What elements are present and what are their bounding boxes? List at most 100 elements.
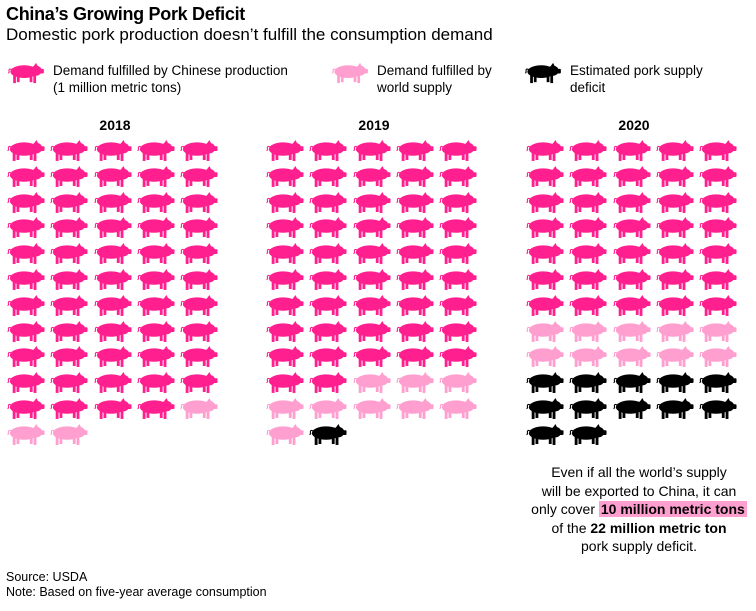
legend-label: Demand fulfilled by Chinese production bbox=[53, 63, 288, 78]
pig-icon-world-supply bbox=[526, 320, 564, 343]
pig-icon-chinese-production bbox=[353, 165, 391, 188]
pig-icon-chinese-production bbox=[309, 294, 347, 317]
pig-icon-chinese-production bbox=[309, 242, 347, 265]
pig-icon-chinese-production bbox=[396, 268, 434, 291]
pig-icon-deficit bbox=[613, 397, 651, 420]
pig-icon-chinese-production bbox=[353, 191, 391, 214]
pig-icon-chinese-production bbox=[309, 345, 347, 368]
pig-icon-world-supply bbox=[7, 423, 45, 446]
pig-icon-chinese-production bbox=[613, 242, 651, 265]
pig-icon-chinese-production bbox=[180, 268, 218, 291]
pig-icon-chinese-production bbox=[309, 371, 347, 394]
pig-icon-chinese-production bbox=[656, 165, 694, 188]
pig-icon-chinese-production bbox=[266, 139, 304, 162]
legend-item-chinese-production: Demand fulfilled by Chinese production (1… bbox=[7, 62, 288, 96]
pig-icon-chinese-production bbox=[50, 165, 88, 188]
pig-icon-chinese-production bbox=[439, 139, 477, 162]
pig-icon-chinese-production bbox=[180, 191, 218, 214]
chart-title: China’s Growing Pork Deficit bbox=[6, 4, 245, 24]
pig-icon-chinese-production bbox=[396, 191, 434, 214]
pig-icon-chinese-production bbox=[613, 139, 651, 162]
legend-item-world-supply: Demand fulfilled by world supply bbox=[331, 62, 492, 96]
pig-icon-chinese-production bbox=[569, 268, 607, 291]
pig-icon bbox=[524, 62, 562, 84]
pig-icon-chinese-production bbox=[396, 242, 434, 265]
pig-icon-chinese-production bbox=[439, 345, 477, 368]
pig-icon-chinese-production bbox=[699, 216, 737, 239]
pig-icon-world-supply bbox=[699, 345, 737, 368]
pig-icon-chinese-production bbox=[699, 242, 737, 265]
pig-icon-chinese-production bbox=[656, 242, 694, 265]
pig-icon-chinese-production bbox=[396, 345, 434, 368]
pig-icon-world-supply bbox=[353, 371, 391, 394]
pig-icon-chinese-production bbox=[94, 165, 132, 188]
pig-icon-chinese-production bbox=[137, 242, 175, 265]
pig-icon-deficit bbox=[699, 397, 737, 420]
pig-icon-chinese-production bbox=[526, 165, 564, 188]
pig-icon-chinese-production bbox=[353, 320, 391, 343]
pig-icon-chinese-production bbox=[266, 294, 304, 317]
pig-icon-chinese-production bbox=[94, 268, 132, 291]
pig-icon-world-supply bbox=[656, 320, 694, 343]
pig-icon-chinese-production bbox=[50, 371, 88, 394]
legend-label: deficit bbox=[570, 80, 606, 95]
pig-icon-chinese-production bbox=[7, 139, 45, 162]
annotation-bold: 22 million metric ton bbox=[590, 519, 727, 536]
pig-icon-chinese-production bbox=[613, 191, 651, 214]
pig-icon-chinese-production bbox=[699, 294, 737, 317]
year-label-2020: 2020 bbox=[618, 117, 650, 133]
pig-icon-world-supply bbox=[309, 397, 347, 420]
legend-label: Estimated pork supply bbox=[570, 63, 703, 78]
pig-icon-chinese-production bbox=[50, 268, 88, 291]
pig-icon-chinese-production bbox=[699, 191, 737, 214]
pig-icon-chinese-production bbox=[137, 320, 175, 343]
pig-icon-chinese-production bbox=[396, 216, 434, 239]
pig-icon-chinese-production bbox=[439, 320, 477, 343]
pig-icon-world-supply bbox=[439, 371, 477, 394]
pig-icon-chinese-production bbox=[569, 191, 607, 214]
annotation-highlight: 10 million metric tons bbox=[598, 501, 747, 517]
pig-icon-chinese-production bbox=[180, 165, 218, 188]
pig-icon-deficit bbox=[613, 371, 651, 394]
pig-icon-chinese-production bbox=[94, 371, 132, 394]
pig-icon-chinese-production bbox=[180, 345, 218, 368]
pig-icon-chinese-production bbox=[699, 165, 737, 188]
annotation-line: will be exported to China, it can bbox=[541, 482, 737, 499]
pig-icon-chinese-production bbox=[180, 320, 218, 343]
pig-icon-chinese-production bbox=[137, 294, 175, 317]
pig-icon bbox=[331, 62, 369, 84]
pig-icon-chinese-production bbox=[526, 216, 564, 239]
pig-icon-chinese-production bbox=[94, 294, 132, 317]
pig-icon-chinese-production bbox=[266, 165, 304, 188]
pig-icon-chinese-production bbox=[613, 294, 651, 317]
pig-icon-chinese-production bbox=[656, 191, 694, 214]
pig-icon-chinese-production bbox=[396, 320, 434, 343]
pig-icon-chinese-production bbox=[613, 165, 651, 188]
annotation-line: pork supply deficit. bbox=[581, 538, 697, 554]
pig-icon-chinese-production bbox=[94, 139, 132, 162]
pig-icon-world-supply bbox=[569, 320, 607, 343]
pig-icon-chinese-production bbox=[94, 242, 132, 265]
pig-icon-chinese-production bbox=[309, 268, 347, 291]
pig-icon-chinese-production bbox=[180, 371, 218, 394]
pig-icon-chinese-production bbox=[7, 320, 45, 343]
pig-icon-chinese-production bbox=[526, 294, 564, 317]
pig-icon-world-supply bbox=[396, 397, 434, 420]
legend-label: (1 million metric tons) bbox=[53, 80, 182, 95]
pig-icon-chinese-production bbox=[439, 216, 477, 239]
source-note: Source: USDA bbox=[6, 570, 88, 584]
pig-icon-chinese-production bbox=[7, 242, 45, 265]
pig-icon-chinese-production bbox=[137, 345, 175, 368]
pig-icon-chinese-production bbox=[656, 216, 694, 239]
pig-icon-deficit bbox=[699, 371, 737, 394]
pig-icon-world-supply bbox=[180, 397, 218, 420]
pig-icon-deficit bbox=[569, 397, 607, 420]
pig-icon-chinese-production bbox=[309, 165, 347, 188]
pig-icon-chinese-production bbox=[656, 268, 694, 291]
pig-icon-chinese-production bbox=[569, 216, 607, 239]
pig-icon-chinese-production bbox=[353, 268, 391, 291]
pig-icon-chinese-production bbox=[656, 139, 694, 162]
pig-icon-deficit bbox=[309, 423, 347, 446]
legend-label: Demand fulfilled by bbox=[377, 63, 492, 78]
pig-icon-chinese-production bbox=[309, 320, 347, 343]
